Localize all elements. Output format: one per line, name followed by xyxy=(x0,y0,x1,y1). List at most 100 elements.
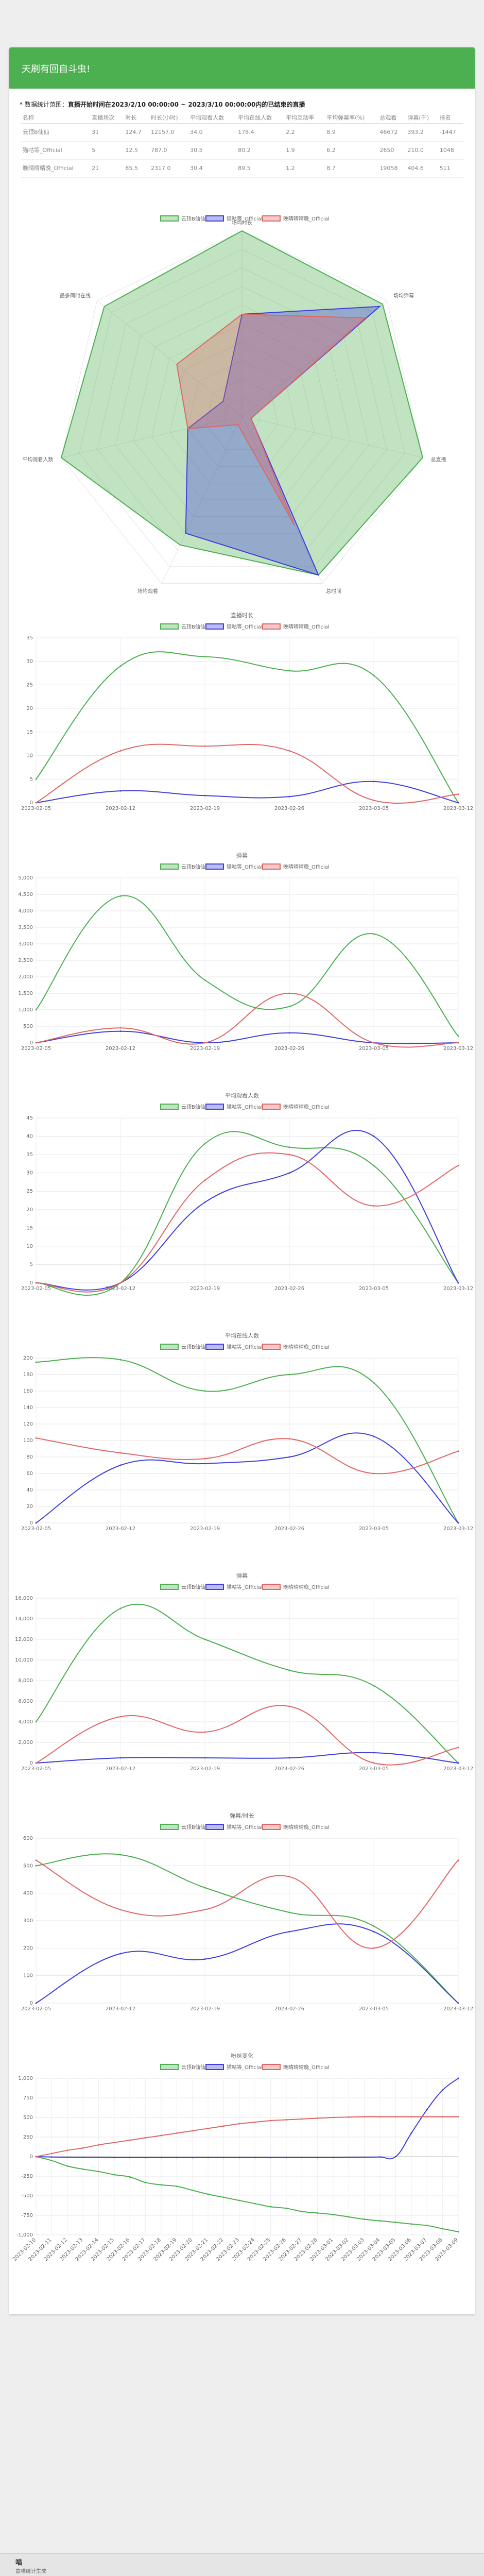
data-point xyxy=(35,1437,37,1439)
series-line-2 xyxy=(36,1437,459,1475)
data-point xyxy=(35,1721,37,1723)
data-point xyxy=(35,778,37,780)
data-point xyxy=(317,2212,319,2214)
series-line-0 xyxy=(36,2156,459,2232)
x-tick-label: 2023-02-26 xyxy=(274,1526,304,1532)
data-point xyxy=(129,2157,131,2159)
data-point xyxy=(238,2157,240,2159)
summary-range: 直播开始时间在2023/2/10 00:00:00 ~ 2023/3/10 00… xyxy=(67,101,305,108)
chart-title: 直播时长 xyxy=(231,612,253,619)
y-tick-label: 4,000 xyxy=(18,908,33,914)
radar-grid xyxy=(61,230,423,584)
y-tick-label: 1,000 xyxy=(18,1007,33,1013)
data-point xyxy=(204,1731,206,1733)
data-point xyxy=(410,2115,412,2117)
data-point xyxy=(50,2156,53,2158)
y-tick-label: 5 xyxy=(30,776,33,782)
data-point xyxy=(207,2127,209,2129)
series-line-2 xyxy=(36,2116,458,2157)
data-point xyxy=(204,1179,206,1181)
y-tick-label: 0 xyxy=(30,2001,33,2006)
legend-label: 云顶B仙仙 xyxy=(181,2064,205,2071)
data-point xyxy=(288,1705,290,1707)
legend-swatch xyxy=(205,2064,224,2070)
data-point xyxy=(348,2216,350,2218)
legend-label: 晚晴晴晴晚_Official xyxy=(283,2064,330,2071)
y-tick-label: 600 xyxy=(23,1836,33,1841)
data-point xyxy=(373,1762,375,1764)
data-point xyxy=(332,2213,334,2215)
table-header-7: 平均弹幕率(%) xyxy=(324,112,378,124)
data-point xyxy=(119,895,122,897)
table-cell: 12.5 xyxy=(123,141,149,160)
y-tick-label: 12,000 xyxy=(15,1637,33,1642)
table-row: 猫咕等_Official 5 12.5 787.0 30.5 80.2 1.9 6.2 2650… xyxy=(21,141,463,160)
data-point xyxy=(129,2139,131,2141)
summary-prefix: * 数据统计范围： xyxy=(20,101,68,108)
data-point xyxy=(395,2156,397,2158)
data-point xyxy=(204,1458,206,1460)
data-point xyxy=(207,2157,209,2159)
data-point xyxy=(204,1143,206,1145)
table-header-0: 名称 xyxy=(21,112,90,124)
y-tick-label: 2,500 xyxy=(18,958,33,963)
legend-swatch xyxy=(262,1584,281,1590)
data-point xyxy=(285,2119,287,2121)
y-tick-label: 10,000 xyxy=(15,1657,33,1663)
table-cell: 511 xyxy=(437,159,463,178)
radar-axis-label: 场均弹幕 xyxy=(393,293,414,299)
chart-title: 平均观看人数 xyxy=(225,1092,259,1099)
legend-swatch xyxy=(160,215,179,222)
data-point xyxy=(410,2132,412,2134)
table-cell: 5 xyxy=(90,141,124,160)
data-point xyxy=(270,2206,272,2208)
legend-swatch xyxy=(262,1104,281,1110)
series-line-2 xyxy=(36,992,459,1048)
data-point xyxy=(119,1953,122,1955)
data-point xyxy=(35,1762,37,1764)
data-point xyxy=(119,1757,122,1759)
data-point xyxy=(288,1154,290,1156)
chart-title: 平均在线人数 xyxy=(225,1332,259,1339)
series-line-1 xyxy=(36,1130,459,1291)
data-point xyxy=(379,2220,381,2222)
data-point xyxy=(288,1669,290,1671)
x-tick-label: 2023-02-12 xyxy=(106,1766,135,1772)
y-tick-label: 40 xyxy=(26,1487,33,1493)
y-tick-label: 0 xyxy=(30,1280,33,1286)
data-point xyxy=(113,2157,115,2159)
legend-label: 晚晴晴晴晚_Official xyxy=(283,623,330,630)
series-line-0 xyxy=(36,895,459,1037)
data-point xyxy=(66,2165,68,2167)
data-point xyxy=(457,1282,459,1284)
data-point xyxy=(35,1009,37,1011)
y-tick-label: 1,000 xyxy=(18,2076,33,2081)
data-point xyxy=(35,802,37,804)
table-header-10: 排名 xyxy=(437,112,463,124)
data-point xyxy=(288,1876,290,1878)
data-point xyxy=(129,2176,131,2178)
data-point xyxy=(288,1911,290,1913)
y-tick-label: 5,000 xyxy=(18,875,33,881)
radar-grid xyxy=(151,323,333,500)
series-line-2 xyxy=(36,1152,459,1293)
data-point xyxy=(457,1762,459,1764)
radar-axis-label: 平均观看人数 xyxy=(22,456,53,463)
table-cell: 178.4 xyxy=(236,123,284,142)
data-point xyxy=(145,2157,147,2159)
data-point xyxy=(254,2202,256,2205)
y-tick-label: 14,000 xyxy=(15,1616,33,1622)
data-point xyxy=(204,1201,206,1204)
legend-swatch xyxy=(160,1344,179,1350)
y-tick-label: 100 xyxy=(23,1438,33,1444)
data-point xyxy=(119,1452,122,1454)
chart-title: 弹幕/时长 xyxy=(230,1812,254,1819)
data-point xyxy=(204,745,206,747)
data-point xyxy=(35,2002,37,2004)
stats-table: 名称 直播场次 时长 时长(小时) 平均观看人数 平均在线人数 平均互动率 平均弹幕率(%) 总… xyxy=(21,112,463,178)
x-tick-label: 2023-02-05 xyxy=(21,1286,51,1292)
data-point xyxy=(35,1522,37,1524)
table-cell: 2650 xyxy=(377,141,406,160)
data-point xyxy=(288,1032,290,1034)
